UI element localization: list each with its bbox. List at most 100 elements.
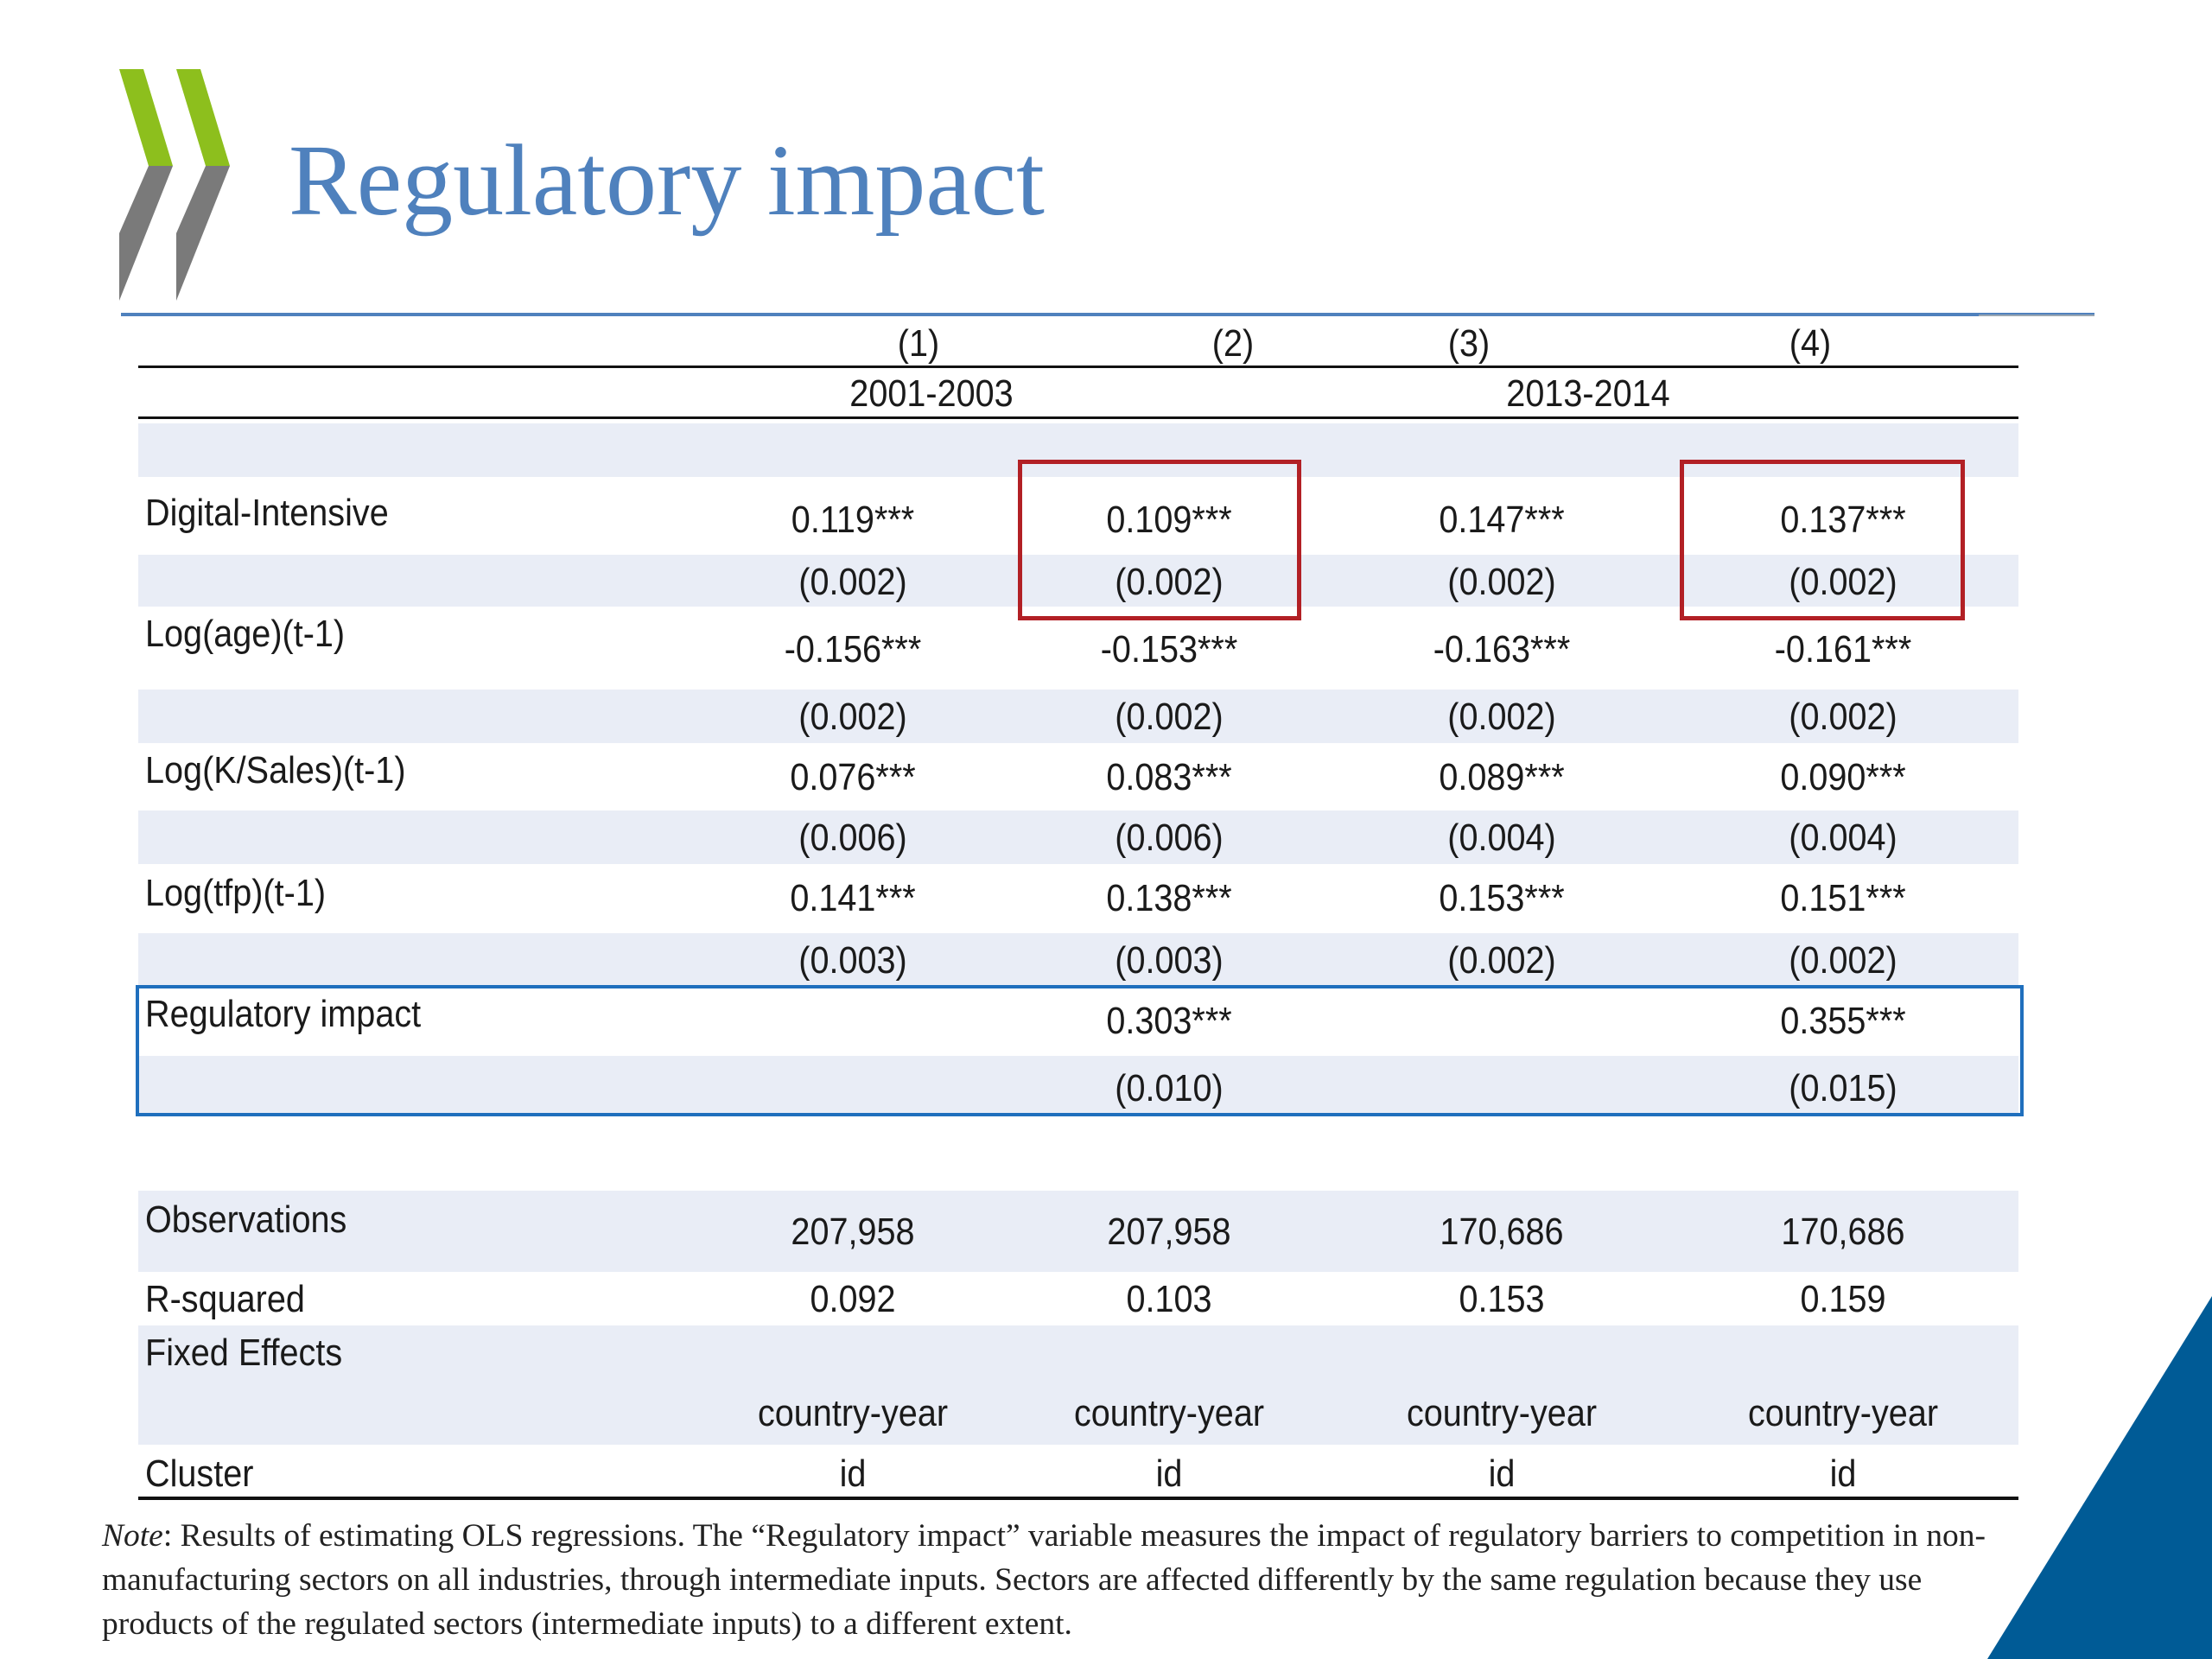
stat-cell: id	[1829, 1452, 1857, 1495]
table-row: Log(K/Sales)(t-1)	[138, 745, 2018, 797]
row-label: Fixed Effects	[145, 1332, 343, 1374]
column-number: (2)	[1211, 322, 1255, 365]
table-row: country-year country-year country-year c…	[138, 1388, 2018, 1440]
coef-cell: 0.089***	[1439, 756, 1565, 798]
coef-cell: 0.141***	[790, 877, 916, 919]
se-cell: (0.002)	[1447, 561, 1556, 603]
highlight-box-column-4	[1680, 460, 1965, 620]
row-band	[138, 1056, 2018, 1113]
stat-cell: country-year	[1747, 1392, 1939, 1434]
coef-cell: 0.109***	[1106, 499, 1232, 541]
stat-cell: 0.153	[1459, 1278, 1545, 1320]
title-divider	[121, 313, 2094, 316]
table-row: 0.076*** 0.083*** 0.089*** 0.090***	[138, 752, 2018, 804]
coef-cell: 0.119***	[791, 499, 915, 541]
table-row: Log(tfp)(t-1)	[138, 868, 2018, 919]
row-label: Log(K/Sales)(t-1)	[145, 749, 406, 791]
coef-cell: 0.083***	[1106, 756, 1232, 798]
row-label: Log(age)(t-1)	[145, 613, 346, 655]
stat-cell: id	[1155, 1452, 1183, 1495]
row-label: R-squared	[145, 1278, 305, 1320]
table-row: (0.002) (0.002) (0.002) (0.002)	[138, 556, 2018, 608]
coef-cell: 0.151***	[1780, 877, 1906, 919]
table-row: 0.119*** 0.109*** 0.147*** 0.137***	[138, 494, 2018, 546]
period-header: 2013-2014	[1506, 372, 1670, 415]
period-header: 2001-2003	[849, 372, 1014, 415]
table-row: Regulatory impact	[138, 988, 2018, 1040]
stat-cell: 207,958	[791, 1211, 915, 1253]
row-label: Log(tfp)(t-1)	[145, 872, 327, 914]
table-row: 207,958 207,958 170,686 170,686	[138, 1206, 2018, 1258]
table-rule	[138, 365, 2018, 368]
table-row: Log(age)(t-1)	[138, 608, 2018, 660]
se-cell: (0.002)	[1789, 939, 1897, 982]
se-cell: (0.002)	[1447, 696, 1556, 738]
table-row: Digital-Intensive	[138, 487, 2018, 539]
se-cell: (0.002)	[1115, 696, 1224, 738]
stat-cell: country-year	[1073, 1392, 1265, 1434]
stat-cell: 0.159	[1800, 1278, 1886, 1320]
period-row: 2001-2003 2013-2014	[138, 368, 2018, 420]
stat-cell: country-year	[757, 1392, 949, 1434]
coef-cell: 0.355***	[1780, 1000, 1906, 1042]
se-cell: (0.002)	[798, 696, 907, 738]
coef-cell: -0.161***	[1774, 628, 1912, 671]
table-row: 0.141*** 0.138*** 0.153*** 0.151***	[138, 873, 2018, 925]
table-row: Observations	[138, 1194, 2018, 1246]
note-lead: Note	[102, 1518, 163, 1554]
se-cell: (0.002)	[1789, 696, 1897, 738]
coef-cell: -0.153***	[1100, 628, 1238, 671]
coef-cell: 0.090***	[1780, 756, 1906, 798]
se-cell: (0.015)	[1789, 1067, 1897, 1109]
se-cell: (0.002)	[798, 561, 907, 603]
stat-cell: 0.103	[1126, 1278, 1212, 1320]
column-number-row: (1) (2) (3) (4)	[138, 318, 2018, 370]
se-cell: (0.004)	[1447, 817, 1556, 859]
table-row: -0.156*** -0.153*** -0.163*** -0.161***	[138, 624, 2018, 676]
double-chevron-icon	[119, 69, 230, 301]
row-band	[138, 1325, 2018, 1445]
table-row: (0.003) (0.003) (0.002) (0.002)	[138, 935, 2018, 987]
table-row: (0.002) (0.002) (0.002) (0.002)	[138, 691, 2018, 743]
corner-triangle	[1987, 1296, 2212, 1659]
stat-cell: 170,686	[1781, 1211, 1905, 1253]
row-band	[138, 810, 2018, 864]
table-row: R-squared 0.092 0.103 0.153 0.159	[138, 1274, 2018, 1325]
row-band	[138, 933, 2018, 987]
table-row: Cluster id id id id	[138, 1448, 2018, 1500]
page-title: Regulatory impact	[289, 124, 1045, 237]
table-rule	[138, 416, 2018, 419]
stat-cell: id	[839, 1452, 867, 1495]
coef-cell: 0.076***	[790, 756, 916, 798]
se-cell: (0.010)	[1115, 1067, 1224, 1109]
se-cell: (0.003)	[798, 939, 907, 982]
stat-cell: 0.092	[810, 1278, 896, 1320]
se-cell: (0.006)	[1115, 817, 1224, 859]
table-row: (0.006) (0.006) (0.004) (0.004)	[138, 812, 2018, 864]
coef-cell: 0.137***	[1780, 499, 1906, 541]
table-row: Fixed Effects	[138, 1327, 2018, 1379]
row-label: Digital-Intensive	[145, 492, 389, 534]
row-label: Cluster	[145, 1452, 254, 1495]
row-band	[138, 1191, 2018, 1272]
row-label: Observations	[145, 1198, 347, 1241]
se-cell: (0.002)	[1789, 561, 1897, 603]
column-number: (1)	[897, 322, 940, 365]
coef-cell: 0.138***	[1106, 877, 1232, 919]
row-band	[138, 555, 2018, 607]
coef-cell: 0.153***	[1439, 877, 1565, 919]
table-row: 0.303*** 0.355***	[138, 995, 2018, 1047]
row-band	[138, 690, 2018, 743]
coef-cell: 0.147***	[1439, 499, 1565, 541]
stat-cell: 170,686	[1440, 1211, 1564, 1253]
table-row: (0.010) (0.015)	[138, 1063, 2018, 1115]
stat-cell: 207,958	[1107, 1211, 1231, 1253]
column-number: (3)	[1447, 322, 1491, 365]
highlight-box-regulatory	[136, 985, 2024, 1116]
coef-cell: 0.303***	[1106, 1000, 1232, 1042]
se-cell: (0.003)	[1115, 939, 1224, 982]
highlight-box-column-2	[1018, 460, 1301, 620]
row-band	[138, 423, 2018, 477]
stat-cell: country-year	[1406, 1392, 1598, 1434]
se-cell: (0.006)	[798, 817, 907, 859]
